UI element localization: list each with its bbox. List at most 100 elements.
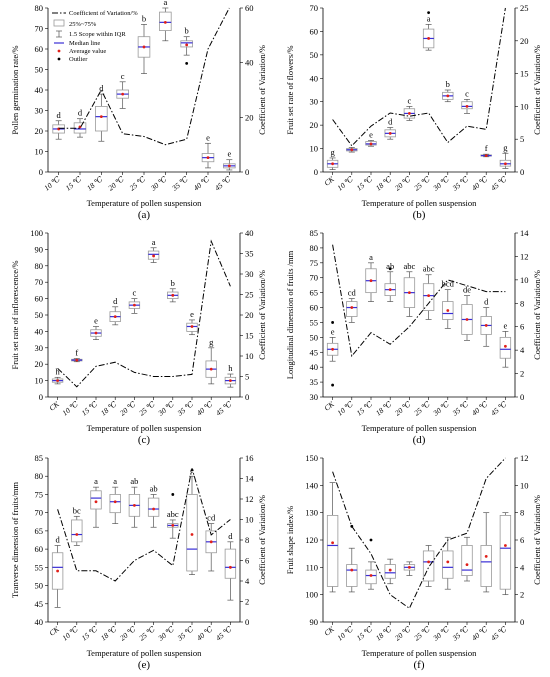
y2-tick-label: 10 [520,101,529,111]
legend: Coefficient of Variation/% 25%~75% 1.5 Sco… [52,10,138,63]
panel-label: (f) [414,659,425,671]
legend-scope-label: 1.5 Scope within IQR [69,31,126,38]
significance-letter: d [484,297,489,307]
x-tick-label: 15 ℃ [355,174,375,192]
x-tick-label: 25 ℃ [137,399,157,417]
y2-tick-label: 35 [245,249,254,259]
y-tick-label: 60 [35,544,44,554]
mean-point [484,154,488,158]
y-tick-label: 50 [310,332,319,342]
legend-mean-label: Average value [69,48,106,55]
y-axis-title: Fruit set rate of inflorescence/% [10,260,20,369]
legend-iqr-label: 25%~75% [69,21,97,28]
x-tick-label: 45 ℃ [214,624,234,642]
y2-tick-label: 25 [245,290,254,300]
mean-point [446,309,450,312]
chart-panel-d: 30 35 40 45 50 55 60 65 70 75 80 85 0 2 4 6 8 10 12 14 CK 10 … [275,225,550,450]
x-tick-label: 40 ℃ [470,174,490,192]
x-tick-label: 35 ℃ [450,399,471,418]
y2-tick-label: 6 [245,556,249,566]
mean-point [465,105,469,108]
y-tick-label: 85 [35,453,44,463]
significance-letter: a [163,0,167,7]
y2-axis-title: Coefficient of Variation/% [257,495,267,585]
significance-letter: e [206,132,210,142]
y2-tick-label: 5 [520,134,524,144]
box-iqr [326,515,339,587]
significance-letter: g [503,142,508,152]
x-tick-label: 20 ℃ [393,624,413,642]
box-iqr [186,494,198,572]
significance-letter: d [228,531,233,541]
y2-tick-label: 0 [520,167,524,177]
y2-tick-label: 60 [245,3,254,13]
x-tick-label: 18 ℃ [99,624,119,642]
x-tick-label: 25 ℃ [137,624,157,642]
mean-point [209,367,213,371]
significance-letter: c [408,95,412,105]
legend-iqr-swatch [53,19,65,27]
x-tick-label: 35 ℃ [175,624,196,643]
outlier-point [427,11,430,15]
y2-tick-label: 8 [245,535,249,545]
mean-point [408,565,411,569]
significance-letter: e [94,315,98,325]
chart-c-svg: 01020304050607080901000510152025303540CK… [10,228,267,446]
mean-point [388,288,392,292]
x-axis-title: Temperature of pollen suspension [362,423,478,433]
y-tick-label: 0 [314,167,318,177]
outlier-point [331,383,334,387]
y2-tick-label: 10 [520,275,529,285]
significance-letter: abc [404,261,416,271]
y-tick-label: 45 [35,599,44,609]
significance-letter: f [485,143,488,153]
mean-point [99,115,103,119]
y-tick-label: 50 [35,65,44,75]
significance-letter: b [185,26,189,36]
panel-label: (c) [138,434,151,446]
mean-point [369,279,373,283]
y-tick-label: 50 [35,310,44,320]
significance-letter: d [78,108,83,118]
cv-series-line [57,468,231,582]
x-tick-label: 18 ℃ [374,399,394,417]
y2-tick-label: 15 [245,331,254,341]
y2-axis-title: Coefficient of Variation/% [257,270,267,360]
y2-tick-label: 8 [520,298,524,308]
x-tick-label: 40 ℃ [195,624,215,642]
x-tick-label: 40 ℃ [470,624,490,642]
mean-point [388,131,392,135]
mean-point [484,555,488,558]
mean-point [133,503,136,507]
y2-tick-label: 30 [245,269,254,279]
mean-point [229,379,232,382]
mean-point [427,37,430,40]
box-iqr [224,548,237,579]
mean-point [56,379,59,382]
mean-point [94,500,98,504]
outlier-point [369,538,373,542]
x-tick-label: 30 ℃ [156,624,177,643]
legend-outlier-label: Outlier [69,56,88,63]
mean-point [113,315,117,319]
mean-point [331,162,334,166]
x-tick-label: 10 ℃ [335,174,355,192]
y-axis-title: Longitudinal dimension of fruits /mm [285,250,295,379]
significance-letter: a [113,476,117,486]
significance-letter: c [465,88,469,98]
y-tick-label: 40 [35,326,44,336]
significance-letter: ab [386,261,394,271]
mean-point [113,500,117,504]
y2-tick-label: 40 [245,58,254,68]
panel-label: (e) [138,659,151,671]
significance-letter: g [209,337,214,347]
x-tick-label: 10 ℃ [60,624,80,642]
y-axis-title: Tranverse dimension of fruits/mm [10,482,20,598]
y-tick-label: 50 [35,581,44,591]
x-axis-title: Temperature of pollen suspension [362,648,478,658]
y2-axis-title: Coefficient of Variation/% [532,495,542,585]
mean-point [152,507,156,511]
box-iqr [422,283,435,311]
mean-point [331,347,334,351]
